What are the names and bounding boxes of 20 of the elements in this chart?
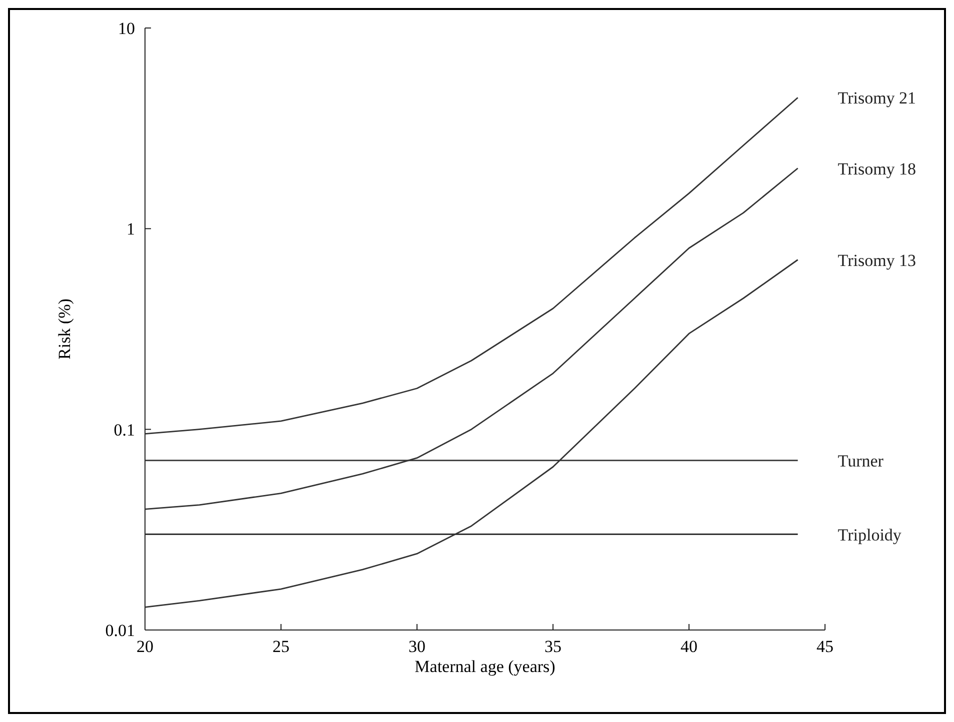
y-tick-label: 1	[126, 220, 135, 239]
line-series	[144, 96, 798, 435]
x-axis-title: Maternal age (years)	[414, 657, 556, 676]
line-series	[144, 259, 798, 608]
x-tick-label: 30	[408, 637, 426, 656]
text: Turner	[838, 451, 884, 470]
text: Trisomy 13	[838, 250, 916, 270]
y-axis-title: Risk (%)	[55, 298, 74, 360]
line-series	[144, 168, 798, 510]
text: Trisomy 18	[838, 159, 916, 178]
x-tick-label: 35	[544, 637, 562, 656]
y-tick-label: 0.1	[114, 420, 135, 440]
y-tick-label: 0.01	[105, 621, 135, 640]
y-tick-label: 10	[118, 19, 135, 38]
text: Trisomy 21	[838, 88, 916, 108]
x-tick-label: 25	[272, 637, 290, 656]
x-tick-label: 20	[136, 637, 154, 656]
text: Triploidy	[838, 525, 902, 544]
x-tick-label: 40	[680, 637, 698, 656]
x-tick-label: 45	[816, 637, 834, 656]
